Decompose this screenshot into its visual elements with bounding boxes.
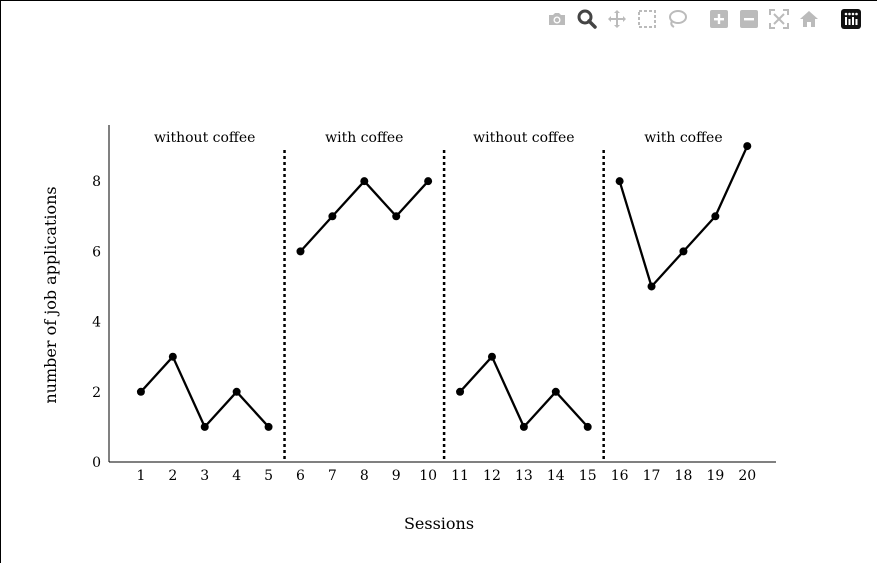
x-tick-label: 7 bbox=[328, 468, 337, 484]
x-tick-label: 5 bbox=[264, 468, 273, 484]
phase-label: without coffee bbox=[154, 130, 255, 146]
x-tick-label: 16 bbox=[611, 468, 629, 484]
phase-change-lines bbox=[283, 150, 605, 462]
series-line-phase-4 bbox=[618, 145, 749, 288]
data-point bbox=[615, 177, 624, 186]
data-point bbox=[583, 422, 592, 431]
data-point bbox=[647, 282, 656, 291]
data-point bbox=[328, 212, 337, 221]
plotly-logo-icon[interactable] bbox=[840, 8, 862, 30]
phase-label: with coffee bbox=[325, 130, 403, 146]
series-line-phase-3 bbox=[459, 355, 589, 429]
data-point bbox=[232, 387, 241, 396]
x-tick-label: 6 bbox=[296, 468, 305, 484]
x-tick-label: 11 bbox=[451, 468, 469, 484]
phase-labels: without coffee with coffee without coffee w… bbox=[154, 130, 723, 146]
phase-label: without coffee bbox=[473, 130, 574, 146]
axes bbox=[108, 125, 776, 463]
data-point bbox=[136, 387, 145, 396]
x-tick-label: 15 bbox=[579, 468, 597, 484]
data-point bbox=[743, 142, 752, 151]
x-tick-label: 14 bbox=[547, 468, 565, 484]
data-point bbox=[296, 247, 305, 256]
data-point bbox=[264, 422, 273, 431]
x-tick-label: 18 bbox=[675, 468, 693, 484]
x-tick-label: 10 bbox=[419, 468, 437, 484]
phase-label: with coffee bbox=[644, 130, 722, 146]
data-point bbox=[456, 387, 465, 396]
x-tick-label: 9 bbox=[392, 468, 401, 484]
data-point bbox=[392, 212, 401, 221]
x-tick-label: 13 bbox=[515, 468, 533, 484]
modebar bbox=[546, 8, 870, 30]
zoom-icon[interactable] bbox=[576, 8, 598, 30]
data-point bbox=[360, 177, 369, 186]
zoom-in-icon[interactable] bbox=[708, 8, 730, 30]
x-tick-label: 4 bbox=[232, 468, 241, 484]
camera-icon[interactable] bbox=[546, 8, 568, 30]
y-tick-label: 0 bbox=[92, 455, 101, 471]
zoom-out-icon[interactable] bbox=[738, 8, 760, 30]
pan-icon[interactable] bbox=[606, 8, 628, 30]
data-point bbox=[200, 422, 209, 431]
series-line-phase-2 bbox=[299, 180, 429, 253]
x-tick-label: 1 bbox=[136, 468, 145, 484]
x-tick-label: 12 bbox=[483, 468, 501, 484]
x-axis-label: Sessions bbox=[404, 514, 474, 533]
data-point bbox=[519, 422, 528, 431]
x-tick-label: 8 bbox=[360, 468, 369, 484]
x-tick-label: 17 bbox=[643, 468, 661, 484]
data-point bbox=[711, 212, 720, 221]
data-point bbox=[424, 177, 433, 186]
x-tick-label: 2 bbox=[168, 468, 177, 484]
x-tick-label: 19 bbox=[706, 468, 724, 484]
x-tick-label: 3 bbox=[200, 468, 209, 484]
x-tick-label: 20 bbox=[738, 468, 756, 484]
y-tick-label: 8 bbox=[92, 174, 101, 190]
y-tick-label: 2 bbox=[92, 385, 101, 401]
data-point bbox=[551, 387, 560, 396]
lasso-select-icon[interactable] bbox=[666, 8, 688, 30]
y-axis-label: number of job applications bbox=[41, 186, 60, 403]
y-tick-label: 4 bbox=[92, 315, 101, 331]
box-select-icon[interactable] bbox=[636, 8, 658, 30]
data-point bbox=[487, 352, 496, 361]
series-line-phase-1 bbox=[140, 355, 270, 429]
reset-axes-icon[interactable] bbox=[798, 8, 820, 30]
data-point bbox=[679, 247, 688, 256]
y-tick-label: 6 bbox=[92, 244, 101, 260]
autoscale-icon[interactable] bbox=[768, 8, 790, 30]
data-point bbox=[168, 352, 177, 361]
series-layer bbox=[136, 142, 752, 431]
